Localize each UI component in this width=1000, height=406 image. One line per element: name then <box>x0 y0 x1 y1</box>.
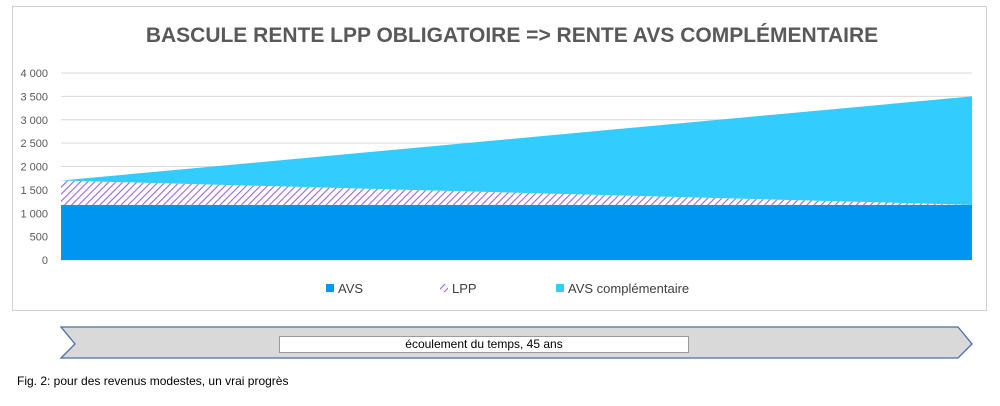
chart-title: BASCULE RENTE LPP OBLIGATOIRE => RENTE A… <box>146 24 878 47</box>
legend-swatch <box>440 284 448 292</box>
legend-swatch <box>326 284 334 292</box>
y-tick-label: 4 000 <box>20 68 48 80</box>
figure-caption: Fig. 2: pour des revenus modestes, un vr… <box>17 374 289 388</box>
legend-label: AVS <box>338 281 363 296</box>
area-lpp <box>61 180 972 205</box>
y-tick-label: 3 500 <box>20 91 48 103</box>
area-series <box>61 96 972 260</box>
y-axis-ticks: 0 500 1 000 1 500 2 000 2 500 3 000 3 500 4 000 <box>20 68 48 267</box>
y-tick-label: 2 000 <box>20 162 48 174</box>
legend-label: AVS complémentaire <box>568 281 689 296</box>
timeline-label: écoulement du temps, 45 ans <box>279 336 689 353</box>
y-tick-label: 2 500 <box>20 138 48 150</box>
legend-swatch <box>556 284 564 292</box>
legend-label: LPP <box>452 281 477 296</box>
chart: BASCULE RENTE LPP OBLIGATOIRE => RENTE A… <box>20 24 972 296</box>
area-avs <box>61 204 972 260</box>
y-tick-label: 3 000 <box>20 115 48 127</box>
y-tick-label: 0 <box>42 255 48 267</box>
y-tick-label: 1 000 <box>20 208 48 220</box>
y-tick-label: 500 <box>30 232 48 244</box>
legend: AVS LPP AVS complémentaire <box>326 281 689 296</box>
y-tick-label: 1 500 <box>20 185 48 197</box>
area-avs-compl-mentaire <box>61 96 972 205</box>
